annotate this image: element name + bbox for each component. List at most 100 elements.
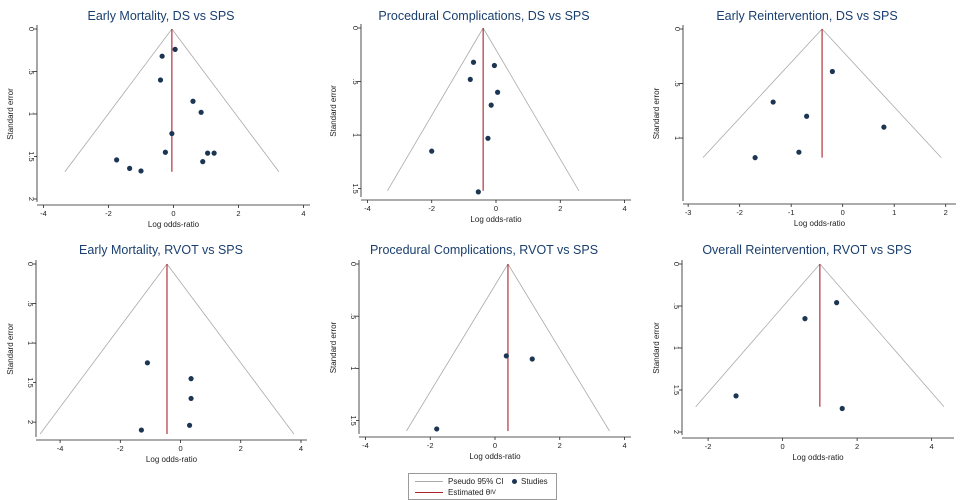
legend-estimate-line [415, 492, 443, 493]
funnel-plot-svg: Early Mortality, RVOT vs SPS -4 -2 0 2 4 0 .5 1 1… [6, 243, 307, 464]
chart-title: Early Mortality, DS vs SPS [87, 9, 234, 23]
study-point [200, 159, 206, 165]
legend-ci-line [415, 481, 443, 482]
x-tick-label: 4 [622, 204, 626, 213]
x-tick-label: 2 [558, 204, 562, 213]
study-point [470, 59, 477, 65]
y-axis-title: Standard error [652, 87, 661, 139]
study-point [169, 130, 175, 137]
study-point [205, 150, 211, 156]
ci-line-right [819, 263, 945, 408]
study-point [881, 124, 887, 130]
y-tick-label: .5 [27, 68, 36, 74]
x-tick-label: 2 [855, 442, 859, 451]
study-point [733, 393, 739, 399]
x-tick-label: -2 [105, 209, 112, 218]
y-tick-label: 2 [26, 420, 35, 424]
x-tick-label: 0 [178, 444, 182, 453]
legend-estimate-subscript: IV [490, 489, 496, 496]
y-tick-label: 2 [27, 197, 36, 201]
y-tick-label: 1.5 [351, 183, 360, 193]
study-point [172, 46, 178, 53]
y-tick-label: .5 [672, 303, 681, 309]
x-tick-label: 4 [299, 444, 303, 453]
y-tick-label: 1 [672, 346, 681, 350]
ci-line-right [166, 263, 295, 435]
ci-line-right [507, 263, 610, 432]
study-point [186, 422, 193, 428]
legend-studies-label: Studies [521, 477, 548, 486]
study-point [752, 155, 758, 161]
y-tick-label: 1 [26, 341, 35, 345]
study-point [839, 405, 845, 412]
ci-line-left [387, 27, 484, 191]
x-tick-label: 4 [622, 441, 626, 450]
study-point [138, 168, 144, 174]
x-tick-label: 2 [239, 444, 243, 453]
ci-line-left [702, 28, 823, 158]
study-point [802, 316, 808, 322]
funnel-plot-svg: Early Mortality, DS vs SPS -4 -2 0 2 4 0 .5 1 1.5… [6, 9, 310, 229]
y-tick-label: 0 [349, 262, 358, 266]
x-tick-label: 2 [558, 441, 562, 450]
x-axis-title: Log odds-ratio [469, 452, 521, 461]
study-point [211, 150, 217, 156]
study-point [829, 68, 835, 75]
x-tick-label: 4 [301, 209, 305, 218]
funnel-panel-5: Procedural Complications, RVOT vs SPS -4 -… [323, 234, 645, 466]
funnel-plot-svg: Procedural Complications, DS vs SPS -4 -2 0… [329, 9, 631, 224]
x-axis-title: Log odds-ratio [146, 455, 198, 464]
study-point [796, 149, 802, 155]
ci-line-left [406, 263, 509, 432]
x-tick-label: -4 [362, 441, 369, 450]
y-tick-label: 0 [27, 27, 36, 31]
study-point [804, 113, 810, 119]
study-point [495, 89, 501, 95]
y-tick-label: 1.5 [26, 377, 35, 387]
study-point [138, 427, 144, 433]
x-tick-label: 0 [171, 209, 175, 218]
study-point [159, 53, 165, 59]
ci-line-right [171, 28, 280, 173]
x-tick-label: -4 [57, 444, 64, 453]
x-tick-label: -3 [685, 208, 692, 217]
study-point [770, 99, 776, 105]
x-tick-label: 0 [781, 442, 785, 451]
funnel-panel-2: Procedural Complications, DS vs SPS -4 -2 0… [323, 0, 645, 232]
study-point [127, 165, 133, 171]
x-tick-label: -2 [705, 442, 712, 451]
y-tick-label: 1.5 [27, 151, 36, 161]
x-tick-label: -4 [40, 209, 47, 218]
y-tick-label: 1.5 [672, 385, 681, 395]
y-axis-title: Standard error [329, 321, 338, 373]
funnel-plot-svg: Procedural Complications, RVOT vs SPS -4 -… [329, 243, 631, 461]
chart-title: Overall Reintervention, RVOT vs SPS [702, 243, 911, 257]
study-point [488, 102, 494, 108]
y-tick-label: .5 [26, 300, 35, 306]
ci-line-right [821, 28, 942, 158]
funnel-panel-6: Overall Reintervention, RVOT vs SPS -2 0 2 4… [646, 234, 968, 466]
legend-studies: Studies [512, 477, 548, 486]
ci-line-left [39, 263, 168, 435]
study-point [198, 109, 204, 115]
funnel-panel-4: Early Mortality, RVOT vs SPS -4 -2 0 2 4 0 .5 1 1… [0, 234, 322, 466]
x-tick-label: 0 [493, 441, 497, 450]
x-axis-title: Log odds-ratio [794, 219, 846, 228]
study-point [114, 157, 120, 163]
funnel-panel-1: Early Mortality, DS vs SPS -4 -2 0 2 4 0 .5 1 1.5… [0, 0, 322, 232]
funnel-panel-3: Early Reintervention, DS vs SPS -3 -2 -1 0 1 2… [646, 0, 968, 232]
x-tick-label: 1 [892, 208, 896, 217]
y-tick-label: 1 [673, 136, 682, 140]
x-tick-label: 2 [944, 208, 948, 217]
x-tick-label: -2 [427, 441, 434, 450]
y-tick-label: 2 [672, 430, 681, 434]
y-tick-label: 1 [349, 366, 358, 370]
chart-title: Procedural Complications, DS vs SPS [378, 9, 589, 23]
study-point [475, 189, 481, 195]
study-point [157, 77, 164, 83]
study-point [190, 98, 196, 104]
x-tick-label: 2 [236, 209, 240, 218]
funnel-plot-svg: Early Reintervention, DS vs SPS -3 -2 -1 0 1 2… [652, 9, 956, 228]
study-point [834, 300, 840, 306]
x-tick-label: -2 [736, 208, 743, 217]
